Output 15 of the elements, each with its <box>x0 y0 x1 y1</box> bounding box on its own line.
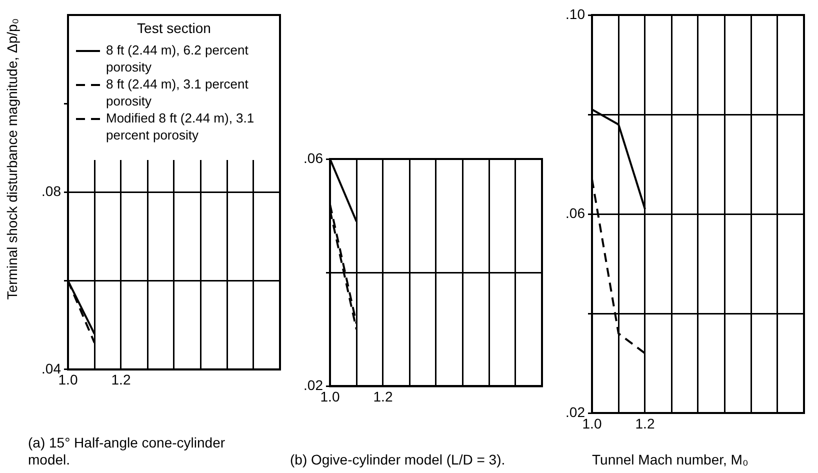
text: (b) Ogive-cylinder model (L/D = 3). <box>290 451 506 468</box>
y-tick-label: .06 <box>566 204 586 221</box>
legend-title: Test section <box>137 20 211 36</box>
text: (a) 15° Half-angle cone-cylinder model. <box>28 434 226 468</box>
legend-label: 8 ft (2.44 m), 3.1 percent porosity <box>106 76 249 109</box>
y-tick-label: .06 <box>304 150 324 166</box>
x-tick-label: 1.2 <box>111 372 131 388</box>
x-tick-label: 1.2 <box>635 415 655 432</box>
y-axis-title: Terminal shock disturbance magnitude, Δp/p₀ <box>4 18 20 300</box>
legend-label: Modified 8 ft (2.44 m), 3.1 percent porosity <box>106 110 254 143</box>
x-axis-title: Tunnel Mach number, M₀ <box>592 451 748 468</box>
x-tick-label: 1.2 <box>373 388 393 404</box>
y-tick-label: .10 <box>566 6 586 22</box>
legend-label: 8 ft (2.44 m), 6.2 percent porosity <box>106 42 249 75</box>
y-tick-label: .08 <box>42 183 62 200</box>
